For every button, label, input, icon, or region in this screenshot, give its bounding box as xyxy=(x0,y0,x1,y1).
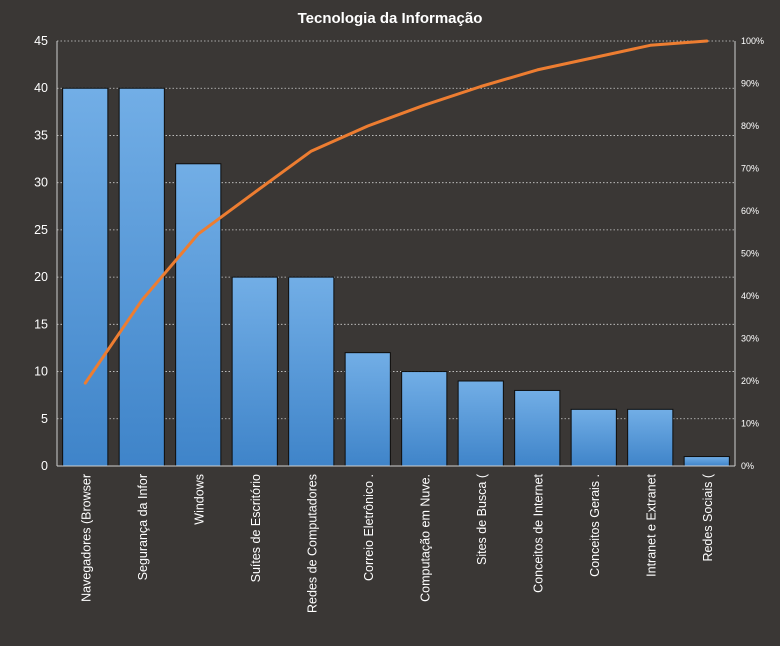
y2-tick-label: 80% xyxy=(741,121,759,131)
y-tick-label: 40 xyxy=(34,81,48,95)
x-tick-label: Intranet e Extranet xyxy=(644,473,658,576)
bar xyxy=(175,163,222,467)
y2-tick-label: 60% xyxy=(741,206,759,216)
x-tick-label: Windows xyxy=(192,474,206,525)
x-tick-label: Sites de Busca ( xyxy=(475,473,489,565)
y-tick-label: 15 xyxy=(34,317,48,331)
y-tick-label: 30 xyxy=(34,176,48,190)
bar xyxy=(457,380,504,467)
y-tick-label: 35 xyxy=(34,128,48,142)
bar xyxy=(570,408,617,467)
x-tick-label: Redes de Computadores xyxy=(305,474,319,613)
cumulative-percent-line xyxy=(83,39,709,385)
x-tick-label: Correio Eletrônico . xyxy=(362,474,376,581)
y2-tick-label: 50% xyxy=(741,249,759,259)
y2-tick-label: 90% xyxy=(741,79,759,89)
y2-tick-label: 100% xyxy=(741,36,764,46)
y-tick-label: 20 xyxy=(34,270,48,284)
x-tick-label: Conceitos de Internet xyxy=(531,473,545,592)
y2-tick-label: 20% xyxy=(741,376,759,386)
x-tick-label: Navegadores (Browser xyxy=(79,474,93,602)
y-tick-label: 0 xyxy=(41,459,48,473)
bar xyxy=(683,456,730,467)
y2-tick-label: 70% xyxy=(741,164,759,174)
y-tick-label: 25 xyxy=(34,223,48,237)
y2-tick-label: 0% xyxy=(741,461,754,471)
x-tick-label: Suítes de Escritório xyxy=(249,474,263,582)
bar xyxy=(514,389,561,467)
bar xyxy=(62,87,109,467)
x-tick-label: Computação em Nuve. xyxy=(418,474,432,602)
x-tick-label: Redes Sociais ( xyxy=(701,473,715,561)
chart-title: Tecnologia da Informação xyxy=(298,10,483,27)
bar xyxy=(401,371,448,467)
bar xyxy=(627,408,674,467)
axes: 0 5 10 15 20 25 30 35 40 45 0% 10% 20% 30% 40% 50% 60% 70… xyxy=(34,34,764,613)
bars xyxy=(62,87,730,467)
bar xyxy=(118,87,165,467)
bar xyxy=(288,276,335,467)
y-tick-label: 45 xyxy=(34,34,48,48)
bar xyxy=(231,276,278,467)
x-tick-label: Segurança da Infor xyxy=(136,474,150,580)
bar xyxy=(344,352,391,467)
y-tick-label: 10 xyxy=(34,365,48,379)
y-tick-label: 5 xyxy=(41,412,48,426)
grid-lines xyxy=(57,40,735,420)
y2-tick-label: 30% xyxy=(741,334,759,344)
y2-tick-label: 10% xyxy=(741,419,759,429)
x-tick-label: Conceitos Gerais . xyxy=(588,474,602,577)
cumulative-line xyxy=(83,39,709,385)
y2-tick-label: 40% xyxy=(741,291,759,301)
